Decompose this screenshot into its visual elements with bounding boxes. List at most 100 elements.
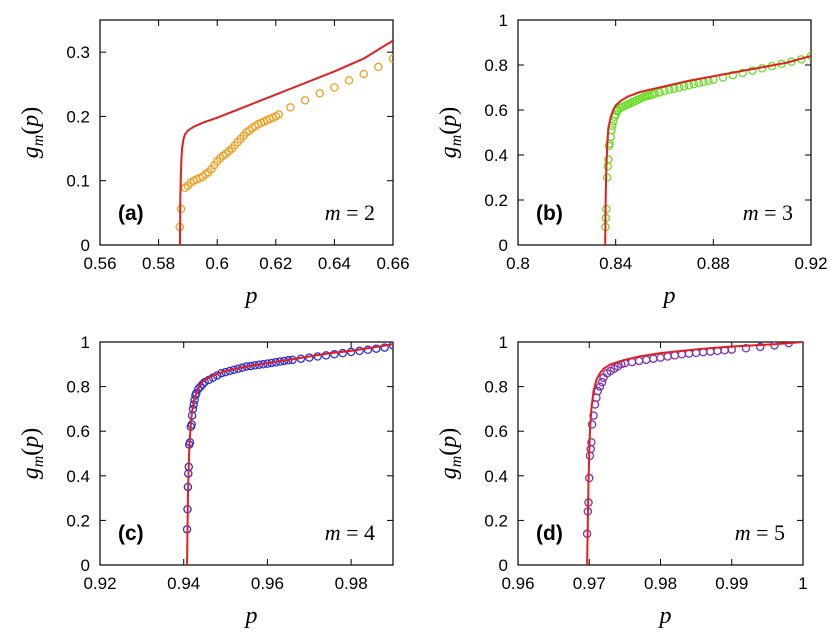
y-axis-title-part: p (436, 436, 462, 450)
y-axis-title-part: ) (18, 107, 44, 115)
panel-tag: (a) (118, 202, 144, 225)
y-axis-title-part: p (18, 115, 44, 129)
x-tick-label: 0.66 (376, 254, 409, 273)
m-variable: m (735, 520, 751, 545)
y-axis-title: gm(p) (18, 107, 47, 159)
x-axis-title: p (658, 603, 672, 629)
y-tick-label: 0.4 (66, 467, 90, 486)
y-axis-title: gm(p) (436, 428, 465, 480)
x-axis-title: p (244, 603, 258, 629)
m-value-label: m = 3 (743, 200, 793, 225)
data-point (380, 343, 389, 352)
data-point (756, 342, 765, 352)
y-axis-title-part: m (30, 456, 47, 468)
data-point (200, 377, 209, 387)
plot-frame (99, 19, 394, 246)
m-variable: m (325, 520, 341, 545)
data-point (670, 84, 679, 93)
data-point (595, 382, 605, 391)
data-point (286, 103, 295, 112)
y-tick-label: 0.8 (66, 378, 90, 397)
y-tick-label: 0 (81, 556, 90, 575)
y-axis-title-part: ) (436, 428, 462, 436)
data-point (694, 78, 703, 88)
data-point (649, 354, 658, 363)
plot-area (582, 342, 803, 565)
data-point (192, 389, 201, 398)
m-equals-value: = 3 (759, 200, 793, 225)
x-tick-label: 0.6 (205, 254, 229, 273)
y-axis-title-part: ( (18, 448, 44, 456)
data-point (315, 89, 324, 98)
m-equals-value: = 5 (751, 520, 785, 545)
x-tick-label: 1 (798, 574, 807, 593)
plot-area (601, 51, 811, 245)
x-axis-variable: p (244, 283, 258, 309)
y-axis-title-part: ( (436, 127, 462, 135)
data-point (660, 86, 669, 96)
plot-frame (517, 19, 812, 246)
y-axis-title: gm(p) (436, 107, 465, 159)
data-point (642, 355, 651, 365)
m-variable: m (743, 200, 759, 225)
data-point (330, 83, 339, 92)
data-point (589, 411, 598, 420)
data-point (655, 88, 664, 97)
y-tick-label: 1 (81, 333, 90, 352)
data-point (597, 377, 607, 387)
data-point (603, 161, 613, 171)
theory-curve (586, 342, 803, 565)
m-value-label: m = 5 (735, 520, 785, 545)
m-value-label: m = 2 (325, 200, 375, 225)
data-point (679, 82, 689, 91)
x-axis-variable: p (662, 283, 676, 309)
y-axis-title-part: m (30, 135, 47, 147)
data-point (689, 79, 699, 89)
panel-tag: (b) (536, 202, 563, 225)
y-tick-label: 1 (499, 11, 508, 30)
data-point (663, 352, 672, 361)
y-tick-label: 0.1 (66, 172, 90, 191)
data-point (604, 155, 613, 164)
y-tick-label: 0.6 (66, 422, 90, 441)
y-tick-label: 0.8 (484, 56, 508, 75)
x-tick-label: 0.92 (83, 574, 116, 593)
x-tick-label: 0.99 (715, 574, 748, 593)
panel-tag: (d) (536, 522, 563, 545)
data-point (665, 85, 674, 95)
data-point (344, 76, 354, 85)
data-point (388, 54, 393, 63)
data-point (330, 350, 339, 359)
x-tick-label: 0.56 (83, 254, 116, 273)
x-tick-label: 0.84 (599, 254, 632, 273)
y-tick-label: 0.6 (484, 101, 508, 120)
y-axis-title-part: m (448, 456, 465, 468)
y-axis-title-part: ( (436, 448, 462, 456)
y-axis-title-part: g (436, 146, 462, 158)
y-axis-title: gm(p) (18, 428, 47, 480)
data-point (587, 420, 597, 429)
y-tick-label: 0 (499, 556, 508, 575)
data-point (372, 344, 381, 353)
y-axis-title-part: g (436, 467, 462, 479)
plot-area (175, 39, 393, 245)
data-point (587, 438, 596, 447)
y-tick-label: 0.2 (66, 511, 90, 530)
data-point (684, 81, 694, 90)
y-tick-label: 0.2 (484, 511, 508, 530)
m-value-label: m = 4 (325, 520, 375, 545)
x-tick-label: 0.88 (697, 254, 730, 273)
y-axis-title-part: p (18, 436, 44, 450)
theory-curve (178, 39, 393, 245)
data-point (374, 62, 383, 72)
x-tick-label: 0.98 (644, 574, 677, 593)
x-tick-label: 0.62 (259, 254, 292, 273)
data-point (359, 69, 368, 79)
data-point (728, 70, 738, 80)
plot-frame (99, 341, 394, 566)
x-tick-label: 0.96 (501, 574, 534, 593)
data-point (300, 96, 310, 105)
data-point (274, 110, 283, 119)
